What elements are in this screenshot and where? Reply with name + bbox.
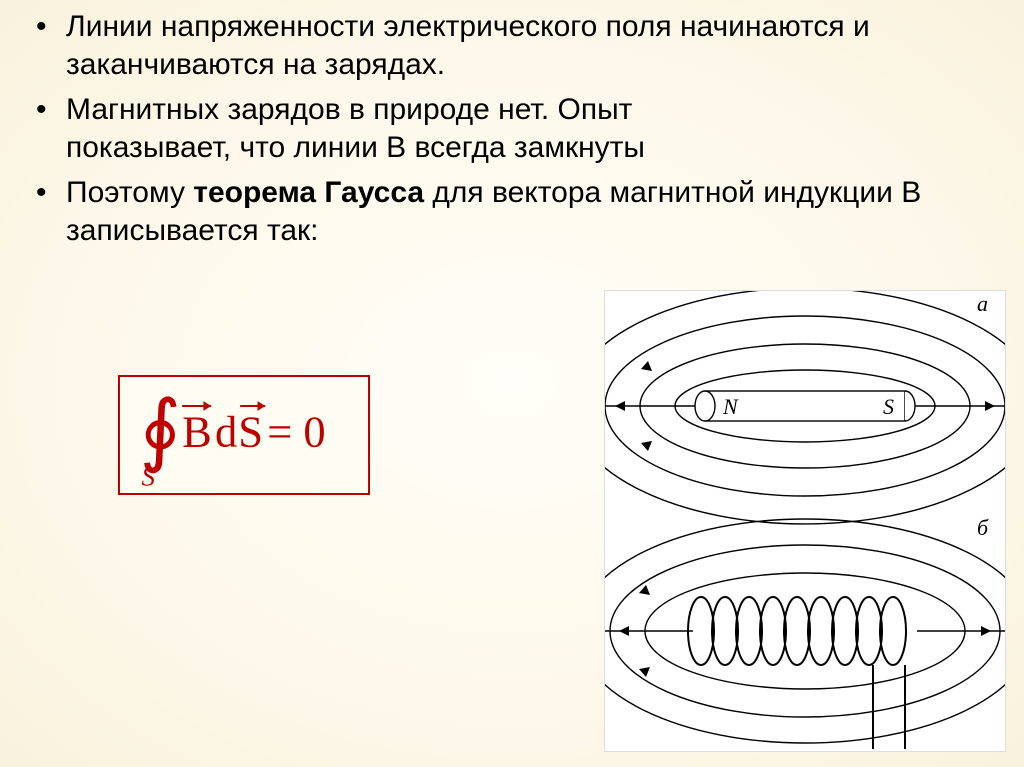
bullet-3: Поэтому теорема Гаусса для вектора магни… bbox=[30, 174, 990, 251]
formula-B: B bbox=[182, 407, 212, 457]
diagram-label-b: б bbox=[977, 515, 989, 540]
slide: Линии напряженности электрического поля … bbox=[0, 0, 1024, 767]
bullet-1-text: Линии напряженности электрического поля … bbox=[66, 10, 870, 81]
bullet-1: Линии напряженности электрического поля … bbox=[30, 8, 990, 85]
bullet-3-before: Поэтому bbox=[66, 176, 193, 209]
formula-S: S bbox=[238, 407, 263, 457]
magnet-S: S bbox=[883, 394, 894, 419]
formula-box: ∮ S B d S = 0 bbox=[118, 375, 370, 495]
bullet-2-line2: показывает, что линии В всегда замкнуты bbox=[66, 131, 645, 164]
bullet-2-line1: Магнитных зарядов в природе нет. Опыт bbox=[66, 93, 632, 126]
field-diagrams: а bbox=[604, 290, 1006, 752]
bullet-3-bold: теорема Гаусса bbox=[193, 176, 424, 209]
magnet-N: N bbox=[722, 394, 739, 419]
bullet-list: Линии напряженности электрического поля … bbox=[30, 8, 990, 256]
formula-d: d bbox=[215, 407, 237, 457]
gauss-formula: ∮ S B d S = 0 bbox=[120, 377, 368, 493]
integral-subscript: S bbox=[142, 461, 156, 491]
bullet-2: Магнитных зарядов в природе нет. Опыт по… bbox=[30, 91, 990, 168]
diagram-label-a: а bbox=[977, 291, 988, 316]
formula-eq: = 0 bbox=[267, 407, 325, 457]
